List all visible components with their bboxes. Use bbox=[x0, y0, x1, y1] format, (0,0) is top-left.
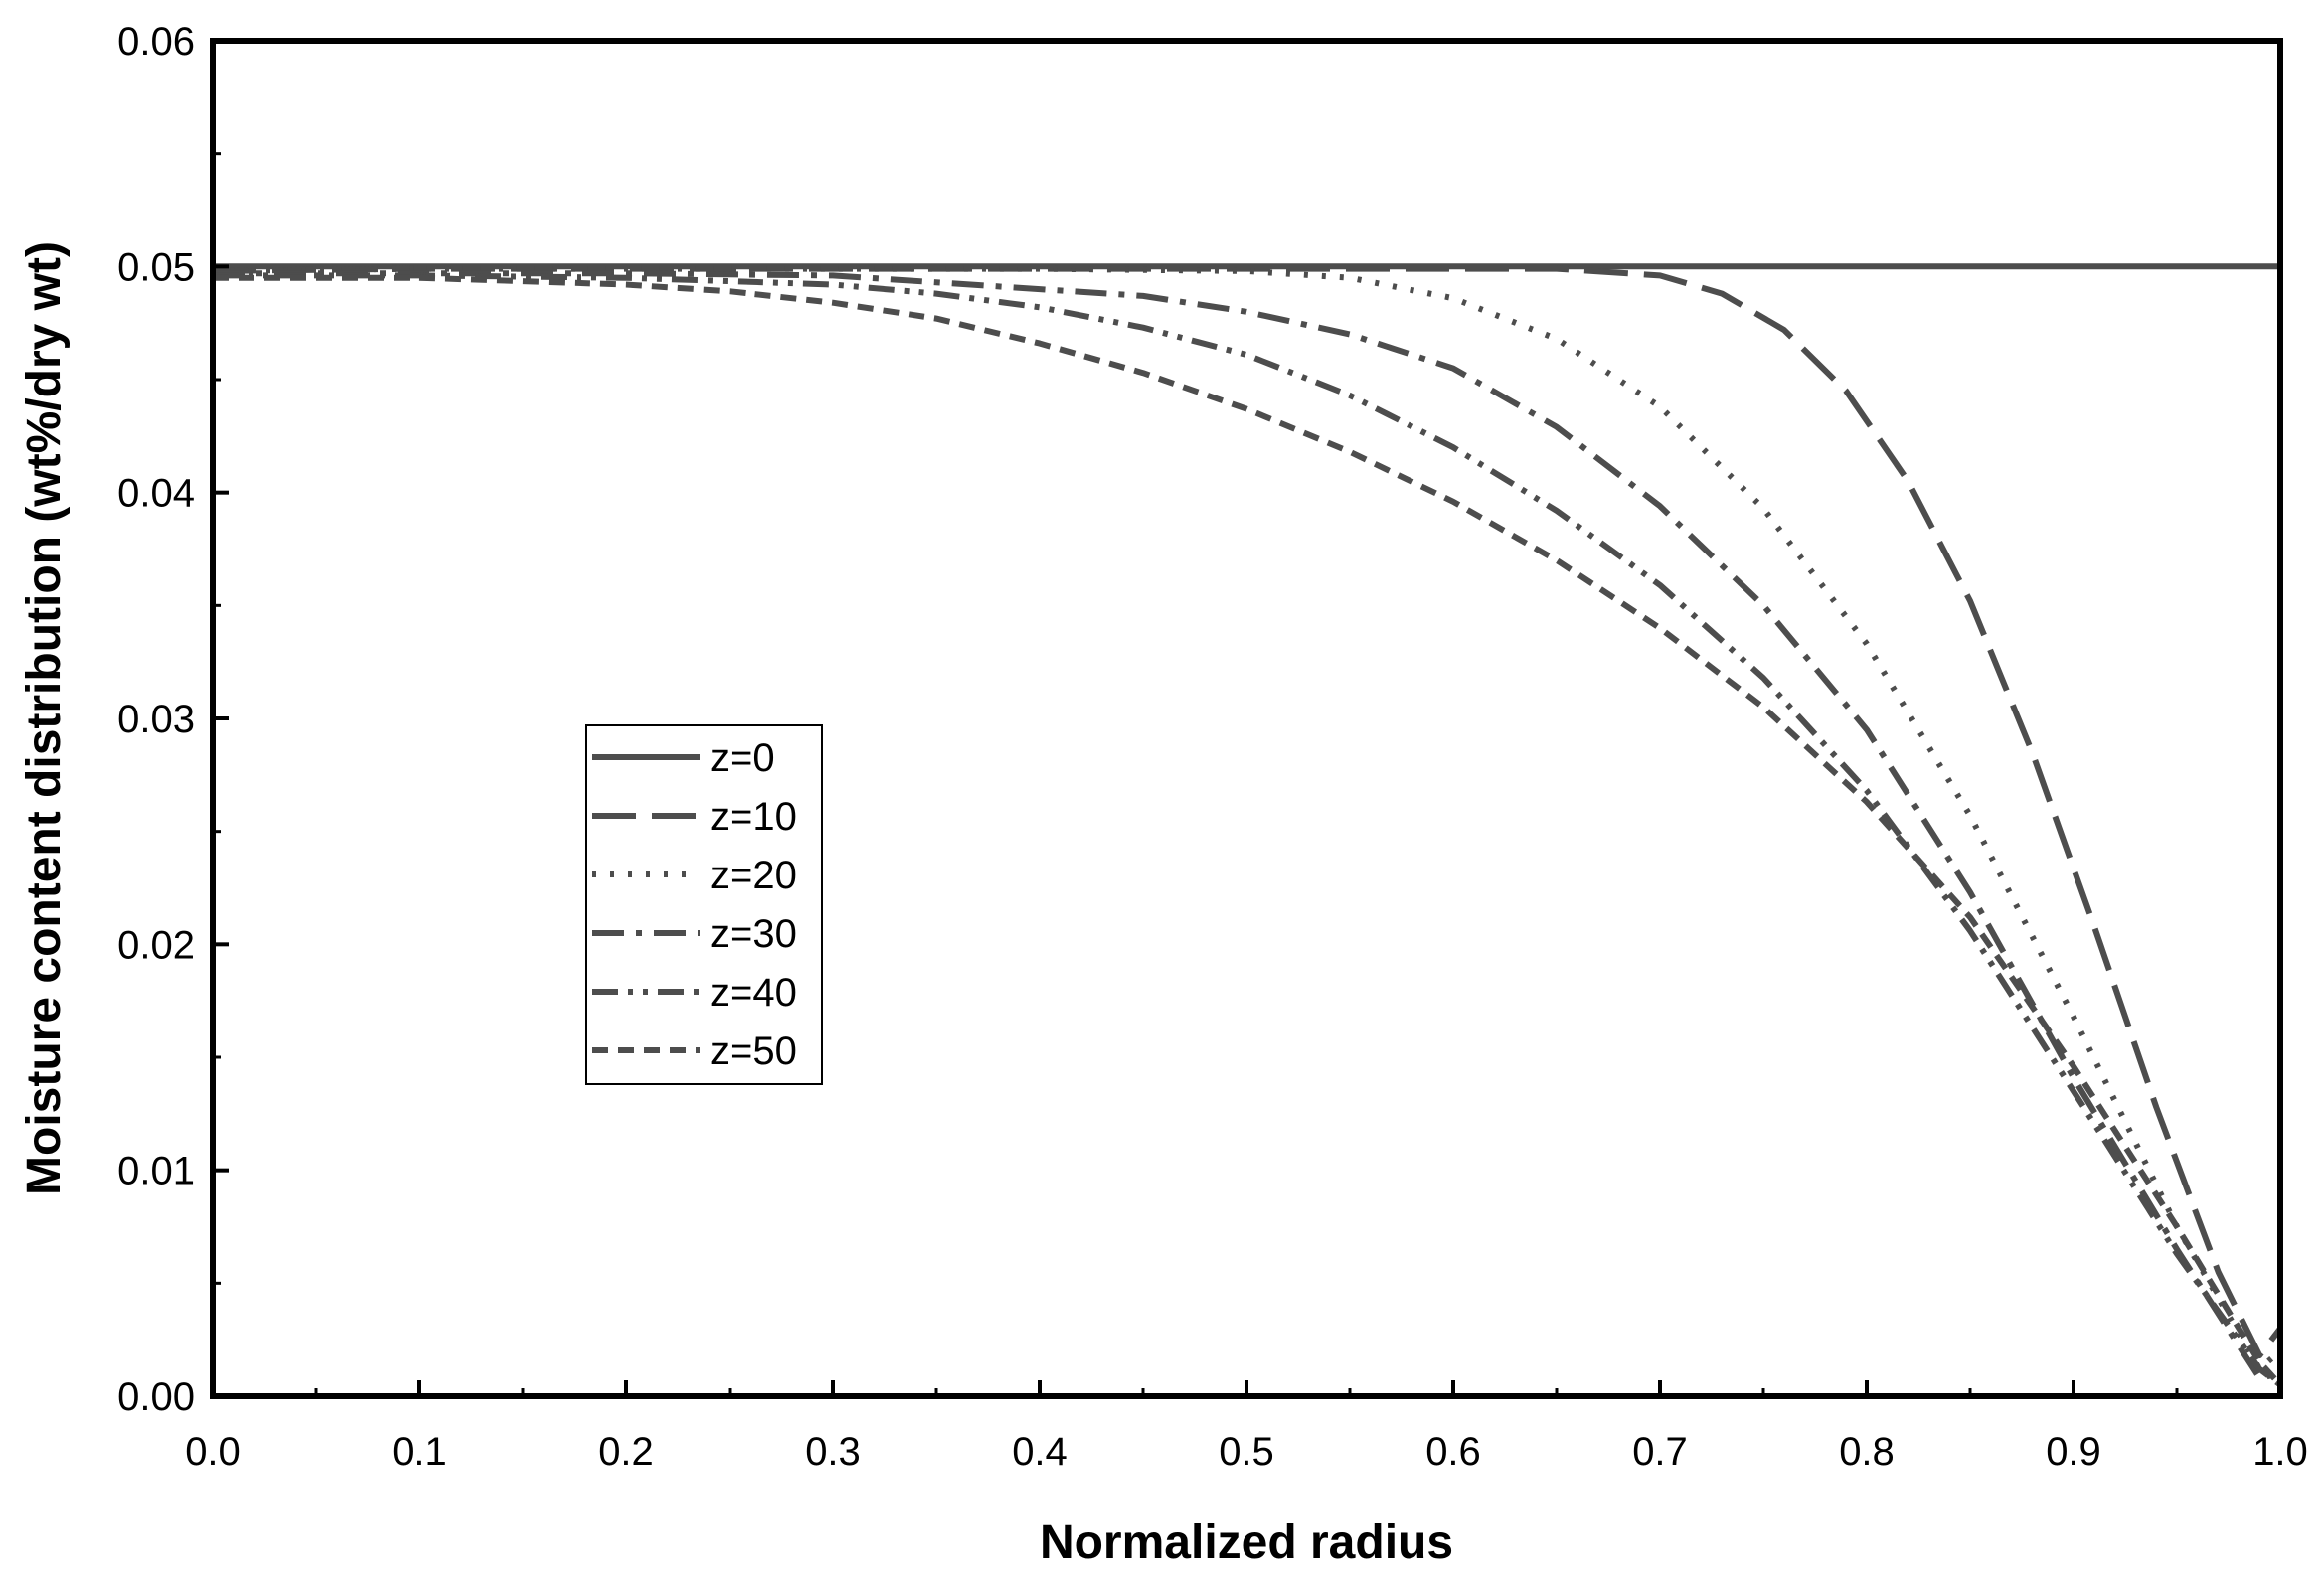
legend-label: z=50 bbox=[710, 1029, 797, 1073]
y-tick-label: 0.01 bbox=[117, 1150, 195, 1193]
series-line-z-40 bbox=[213, 272, 2282, 1387]
y-tick-label: 0.04 bbox=[117, 472, 195, 516]
x-tick-label: 0.7 bbox=[1632, 1430, 1688, 1474]
series-layer bbox=[212, 263, 2283, 1387]
y-tick-label: 0.00 bbox=[117, 1375, 195, 1419]
x-tick-label: 0.1 bbox=[392, 1430, 447, 1474]
x-tick-label: 0.4 bbox=[1012, 1430, 1068, 1474]
y-tick-label: 0.06 bbox=[117, 20, 195, 64]
legend-label: z=40 bbox=[710, 971, 797, 1015]
series-line-z-30 bbox=[213, 270, 2281, 1381]
legend-box bbox=[585, 724, 823, 1085]
x-tick-label: 0.6 bbox=[1425, 1430, 1481, 1474]
x-tick-label: 0.0 bbox=[185, 1430, 241, 1474]
x-tick-label: 0.2 bbox=[598, 1430, 654, 1474]
legend-label: z=0 bbox=[710, 736, 775, 780]
series-line-z-10 bbox=[212, 265, 2283, 1359]
y-axis-title: Moisture content distribution (wt%/dry w… bbox=[18, 241, 71, 1195]
y-tick-label: 0.02 bbox=[117, 923, 195, 967]
x-tick-label: 0.9 bbox=[2046, 1430, 2101, 1474]
legend: z=0 z=10 z=20 z=30 z=40 z=50 bbox=[585, 724, 823, 1085]
legend-label: z=10 bbox=[710, 795, 797, 839]
x-tick-label: 0.3 bbox=[805, 1430, 861, 1474]
x-tick-label: 0.8 bbox=[1839, 1430, 1895, 1474]
legend-label: z=30 bbox=[710, 912, 797, 956]
x-tick-label: 0.5 bbox=[1219, 1430, 1274, 1474]
series-line-z-50 bbox=[213, 274, 2283, 1387]
y-tick-label: 0.05 bbox=[117, 245, 195, 289]
y-tick-label: 0.03 bbox=[117, 698, 195, 741]
x-axis-ticks: 0.0 0.1 0.2 0.3 0.4 0.5 0.6 0.7 0.8 0.9 1.0 bbox=[185, 1380, 2308, 1474]
x-tick-label: 1.0 bbox=[2252, 1430, 2308, 1474]
x-axis-title: Normalized radius bbox=[1040, 1516, 1453, 1569]
legend-label: z=20 bbox=[710, 854, 797, 897]
y-axis-ticks: 0.00 0.01 0.02 0.03 0.04 0.05 0.06 bbox=[117, 20, 229, 1419]
